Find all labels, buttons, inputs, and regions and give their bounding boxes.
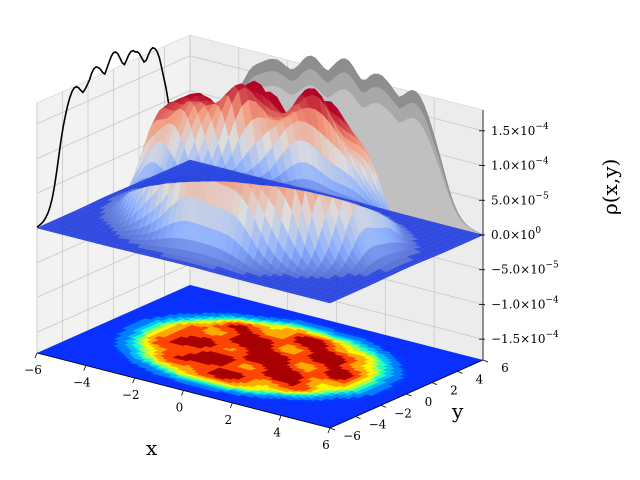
y-tick-mark (406, 393, 412, 397)
y-tick-label: −6 (343, 429, 361, 443)
y-tick-label: 0 (425, 395, 433, 409)
y-tick-mark (329, 427, 336, 431)
contour-cell (402, 373, 411, 377)
y-axis-label: y (451, 399, 464, 423)
x-tick-label: −2 (122, 388, 140, 402)
contour-cell (395, 356, 405, 359)
x-axis-label: x (146, 436, 158, 460)
contour-cell (376, 344, 386, 347)
x-tick-mark (132, 377, 136, 384)
left-wall-projection-line (36, 46, 191, 228)
contour-cell (388, 352, 398, 356)
z-tick-label: −1.0×10−4 (491, 295, 559, 311)
x-tick-mark (181, 390, 184, 396)
x-tick-mark (327, 427, 331, 434)
axes: −6 −4 −2 0 2 4 6 −6 −4 −2 0 2 4 6 1.5×10−4 1.0×10−4 5.0×… (24, 110, 559, 452)
y-tick-label: −4 (369, 418, 387, 432)
y-tick-label: 2 (450, 384, 458, 398)
y-tick-mark (482, 359, 489, 363)
x-tick-label: 4 (273, 426, 281, 440)
contour-cell (399, 378, 409, 382)
contour-cell (378, 346, 388, 350)
z-axis-label: ρ(x,y) (598, 159, 622, 215)
contour-cell (398, 358, 407, 362)
y-tick-label: 6 (501, 361, 509, 375)
y-tick-mark (380, 404, 387, 408)
x-tick-mark (229, 402, 233, 409)
z-tick-label: 1.5×10−4 (491, 122, 549, 138)
contour-cell (386, 350, 395, 353)
surface-facet (185, 159, 198, 164)
contour-cell (397, 361, 407, 365)
x-tick-label: 2 (225, 413, 233, 427)
x-tick-label: −6 (24, 363, 42, 377)
contour-cell (400, 364, 409, 368)
z-tick-label: 1.0×10−4 (491, 157, 549, 173)
x-tick-mark (83, 365, 87, 371)
contour-cell (402, 370, 412, 374)
y-tick-mark (355, 416, 361, 420)
x-tick-label: 6 (322, 438, 330, 452)
x-tick-mark (278, 415, 282, 421)
floor-contour-projection (37, 285, 483, 428)
y-tick-mark (431, 382, 438, 386)
x-tick-label: 0 (176, 401, 184, 415)
y-tick-label: −2 (394, 406, 412, 420)
x-tick-mark (34, 352, 38, 359)
z-tick-label: 5.0×10−5 (491, 191, 549, 207)
x-tick-label: −4 (73, 376, 91, 390)
contour-cell (362, 336, 371, 340)
z-tick-label: −1.5×10−4 (491, 330, 559, 346)
y-tick-mark (457, 370, 463, 374)
z-tick-label: 0.0×100 (491, 226, 541, 242)
contour-cell (330, 326, 340, 330)
z-tick-label: −5.0×10−5 (491, 261, 559, 277)
contour-cell (369, 340, 379, 344)
density-surface (36, 80, 484, 304)
contour-cell (400, 367, 409, 371)
y-tick-label: 4 (476, 372, 484, 386)
contour-cell (391, 385, 401, 389)
